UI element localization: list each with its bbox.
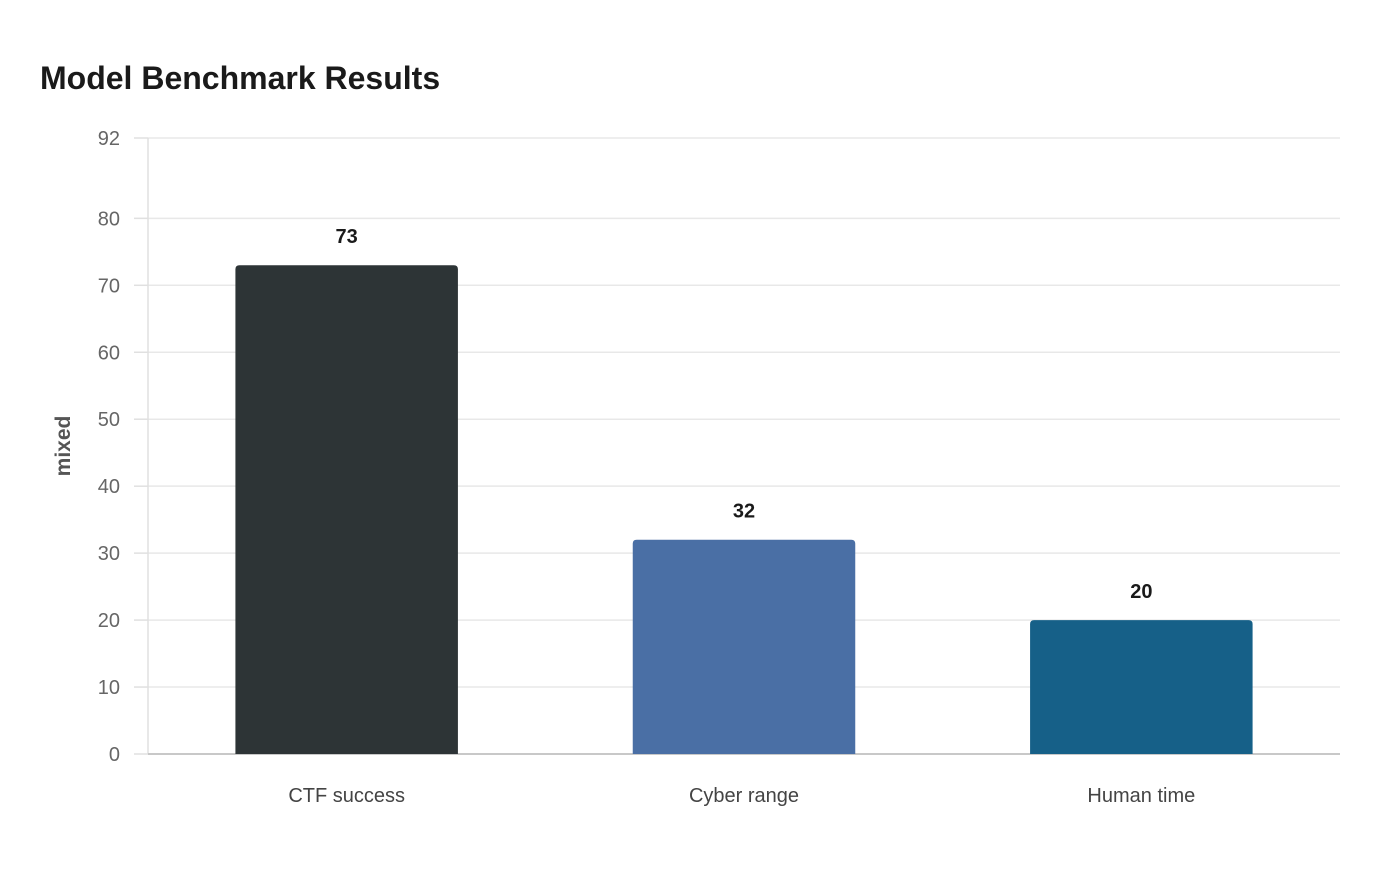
labels: 73 CTF success 32 Cyber range 20 Human time	[288, 226, 1195, 807]
y-axis-title: mixed	[52, 416, 75, 477]
y-tick-label: 20	[98, 610, 120, 632]
y-tick-label: 0	[109, 744, 120, 766]
x-category-label: CTF success	[288, 785, 405, 807]
y-tick-label: 10	[98, 677, 120, 699]
y-tick-label: 80	[98, 208, 120, 230]
y-tick-label: 92	[98, 128, 120, 150]
y-axis-ticks: 0 10 20 30 40 50 60 70 80 92	[98, 128, 148, 766]
bar-value-label: 20	[1130, 581, 1152, 603]
y-tick-label: 40	[98, 476, 120, 498]
bars	[235, 265, 1253, 754]
y-tick-label: 70	[98, 275, 120, 297]
bar-ctf-success	[235, 265, 458, 754]
chart-title: Model Benchmark Results	[40, 60, 441, 96]
y-tick-label: 50	[98, 409, 120, 431]
bar-cyber-range	[632, 539, 856, 754]
x-category-label: Cyber range	[689, 785, 799, 807]
y-tick-label: 60	[98, 342, 120, 364]
y-tick-label: 30	[98, 543, 120, 565]
x-category-label: Human time	[1087, 785, 1195, 807]
bar-value-label: 73	[336, 226, 358, 248]
bar-human-time	[1030, 620, 1253, 754]
bar-value-label: 32	[733, 501, 755, 523]
